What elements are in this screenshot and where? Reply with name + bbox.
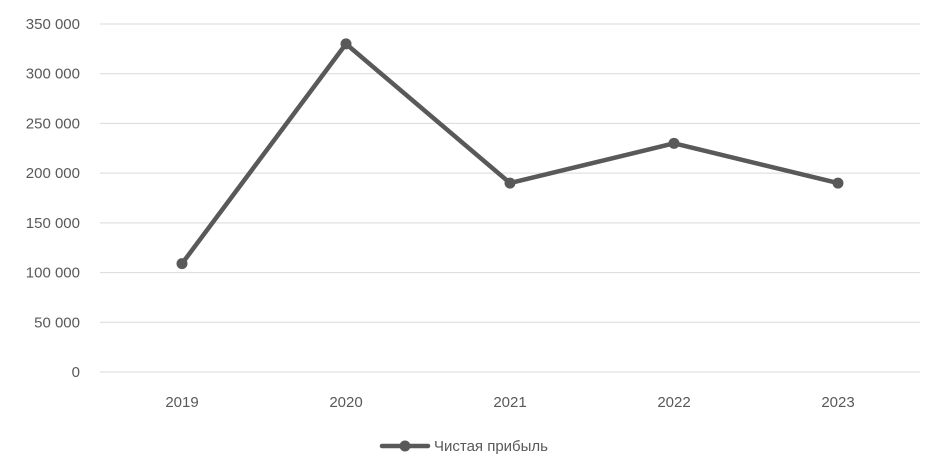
data-point [340,38,352,50]
y-tick-label: 200 000 [26,165,80,182]
y-tick-label: 150 000 [26,215,80,232]
legend: Чистая прибыль [379,438,548,455]
x-tick-label: 2023 [821,394,854,411]
y-tick-label: 250 000 [26,115,80,132]
series-lines [176,38,844,270]
data-point [504,177,516,189]
y-tick-label: 350 000 [26,16,80,33]
series-line [179,41,841,266]
data-point [832,177,844,189]
gridlines [100,23,920,373]
y-axis-tick-labels: 0 50 000 100 000 150 000 200 000 250 000 300 0… [26,16,80,381]
legend-dot-marker [399,440,411,452]
y-tick-label: 100 000 [26,265,80,282]
x-tick-label: 2022 [657,394,690,411]
y-tick-label: 0 [72,364,80,381]
x-tick-label: 2019 [165,394,198,411]
legend-label: Чистая прибыль [434,438,548,455]
data-point [176,258,188,270]
x-axis-tick-labels: 2019 2020 2021 2022 2023 [165,394,854,411]
y-tick-label: 50 000 [34,314,80,331]
x-tick-label: 2021 [493,394,526,411]
x-tick-label: 2020 [329,394,362,411]
data-point [668,137,680,149]
y-tick-label: 300 000 [26,66,80,83]
